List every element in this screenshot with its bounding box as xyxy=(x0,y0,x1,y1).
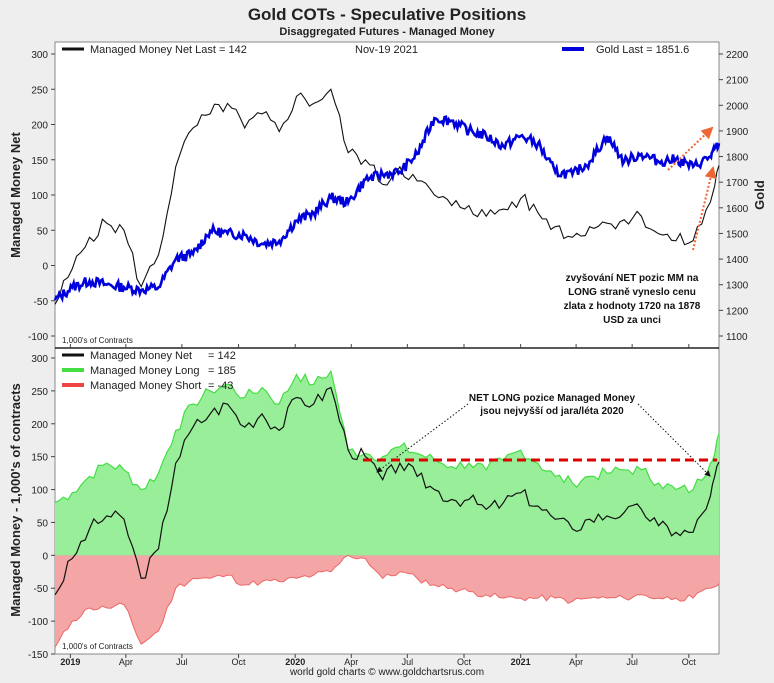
short-area xyxy=(55,555,719,648)
bottom-left-tick-label: 150 xyxy=(31,453,48,464)
x-tick-label: Jul xyxy=(176,657,188,667)
bottom-annotation-line-1: NET LONG pozice Managed Money xyxy=(469,393,636,404)
legend-gold-label: Gold Last = 1851.6 xyxy=(596,44,689,56)
top-annotation-line-2: LONG straně vyneslo cenu xyxy=(568,287,696,298)
legend-net-label: Managed Money Net Last = 142 xyxy=(90,44,247,56)
annotation-arrow-right xyxy=(637,403,711,477)
legend-short-label: Managed Money Short xyxy=(90,380,201,392)
top-plot-area xyxy=(54,41,720,349)
top-left-tick-label: -50 xyxy=(34,297,49,308)
top-right-tick-label: 1500 xyxy=(726,229,749,240)
legend-bottom-net-label: Managed Money Net xyxy=(90,350,192,362)
top-right-tick-label: 1600 xyxy=(726,204,749,215)
top-left-tick-label: 300 xyxy=(31,50,48,61)
legend-bottom-net-value: = 142 xyxy=(208,350,236,362)
short-series-line xyxy=(54,554,720,648)
bottom-units-note: 1,000's of Contracts xyxy=(62,642,133,651)
top-units-note: 1,000's of Contracts xyxy=(62,336,133,345)
legend-short-value: = -43 xyxy=(208,380,233,392)
top-right-tick-label: 1200 xyxy=(726,306,749,317)
footer-credit: world gold charts © www.goldchartsrus.co… xyxy=(289,667,485,678)
top-right-axis-label: Gold xyxy=(752,180,767,210)
legend-long-value: = 185 xyxy=(208,365,236,377)
chart-title: Gold COTs - Speculative Positions xyxy=(247,5,527,24)
long-series-line xyxy=(54,369,720,504)
bottom-annotation-line-2: jsou nejvyšší od jara/léta 2020 xyxy=(479,406,624,417)
x-tick-label: Apr xyxy=(119,657,133,667)
x-tick-label: Apr xyxy=(569,657,583,667)
chart-subtitle: Disaggregated Futures - Managed Money xyxy=(279,26,495,38)
top-right-tick-label: 1700 xyxy=(726,178,749,189)
top-right-tick-label: 1100 xyxy=(726,332,748,343)
top-left-axis: -100 -50 0 50 100 150 200 250 300 xyxy=(28,50,55,343)
top-right-tick-label: 1300 xyxy=(726,281,749,292)
x-tick-label: 2019 xyxy=(60,657,80,667)
top-left-tick-label: 50 xyxy=(37,226,49,237)
bottom-left-tick-label: 0 xyxy=(42,551,48,562)
bottom-lines xyxy=(54,369,720,648)
top-annotation-line-1: zvyšování NET pozic MM na xyxy=(566,273,699,284)
top-left-tick-label: -100 xyxy=(28,332,48,343)
x-tick-label: Apr xyxy=(344,657,358,667)
bottom-left-tick-label: -50 xyxy=(34,584,49,595)
date-note: Nov-19 2021 xyxy=(355,44,418,56)
top-left-axis-label: Managed Money Net xyxy=(8,131,23,257)
top-right-tick-label: 1400 xyxy=(726,255,749,266)
top-left-tick-label: 0 xyxy=(42,262,48,273)
top-right-tick-label: 2000 xyxy=(726,101,749,112)
bottom-left-tick-label: 200 xyxy=(31,420,48,431)
bottom-left-tick-label: 300 xyxy=(31,354,48,365)
bottom-left-tick-label: 250 xyxy=(31,387,48,398)
top-lines xyxy=(53,88,721,305)
top-annotation-line-3: zlata z hodnoty 1720 na 1878 xyxy=(564,301,701,312)
top-left-tick-label: 200 xyxy=(31,121,48,132)
top-left-tick-label: 100 xyxy=(31,191,48,202)
x-tick-label: Oct xyxy=(682,657,697,667)
legend-long-label: Managed Money Long xyxy=(90,365,199,377)
x-tick-label: Oct xyxy=(457,657,472,667)
top-net-series-line xyxy=(54,88,720,305)
x-axis: 2019 Apr Jul Oct 2020 Apr Jul Oct 2021 Apr Jul Oct xyxy=(60,344,696,667)
x-tick-label: 2021 xyxy=(511,657,531,667)
x-tick-label: 2020 xyxy=(285,657,305,667)
bottom-left-axis-label: Managed Money - 1,000's of contracts xyxy=(8,383,23,617)
long-area xyxy=(55,371,719,556)
x-tick-label: Jul xyxy=(626,657,638,667)
top-annotation-line-4: USD za unci xyxy=(603,315,661,326)
bottom-left-tick-label: 100 xyxy=(31,486,48,497)
bottom-left-tick-label: -150 xyxy=(28,650,48,661)
top-right-tick-label: 1800 xyxy=(726,153,749,164)
x-tick-label: Oct xyxy=(232,657,247,667)
top-right-tick-label: 2100 xyxy=(726,76,749,87)
x-tick-label: Jul xyxy=(402,657,414,667)
bottom-areas xyxy=(55,371,719,648)
gold-series-line xyxy=(53,115,721,304)
top-right-axis: 1100 1200 1300 1400 1500 1600 1700 1800 1900 2000… xyxy=(719,50,749,343)
bottom-left-tick-label: 50 xyxy=(37,518,49,529)
bottom-net-series-line xyxy=(54,386,720,596)
top-right-tick-label: 2200 xyxy=(726,50,749,61)
top-right-tick-label: 1900 xyxy=(726,127,749,138)
top-left-tick-label: 250 xyxy=(31,85,48,96)
bottom-left-tick-label: -100 xyxy=(28,617,48,628)
top-left-tick-label: 150 xyxy=(31,156,48,167)
